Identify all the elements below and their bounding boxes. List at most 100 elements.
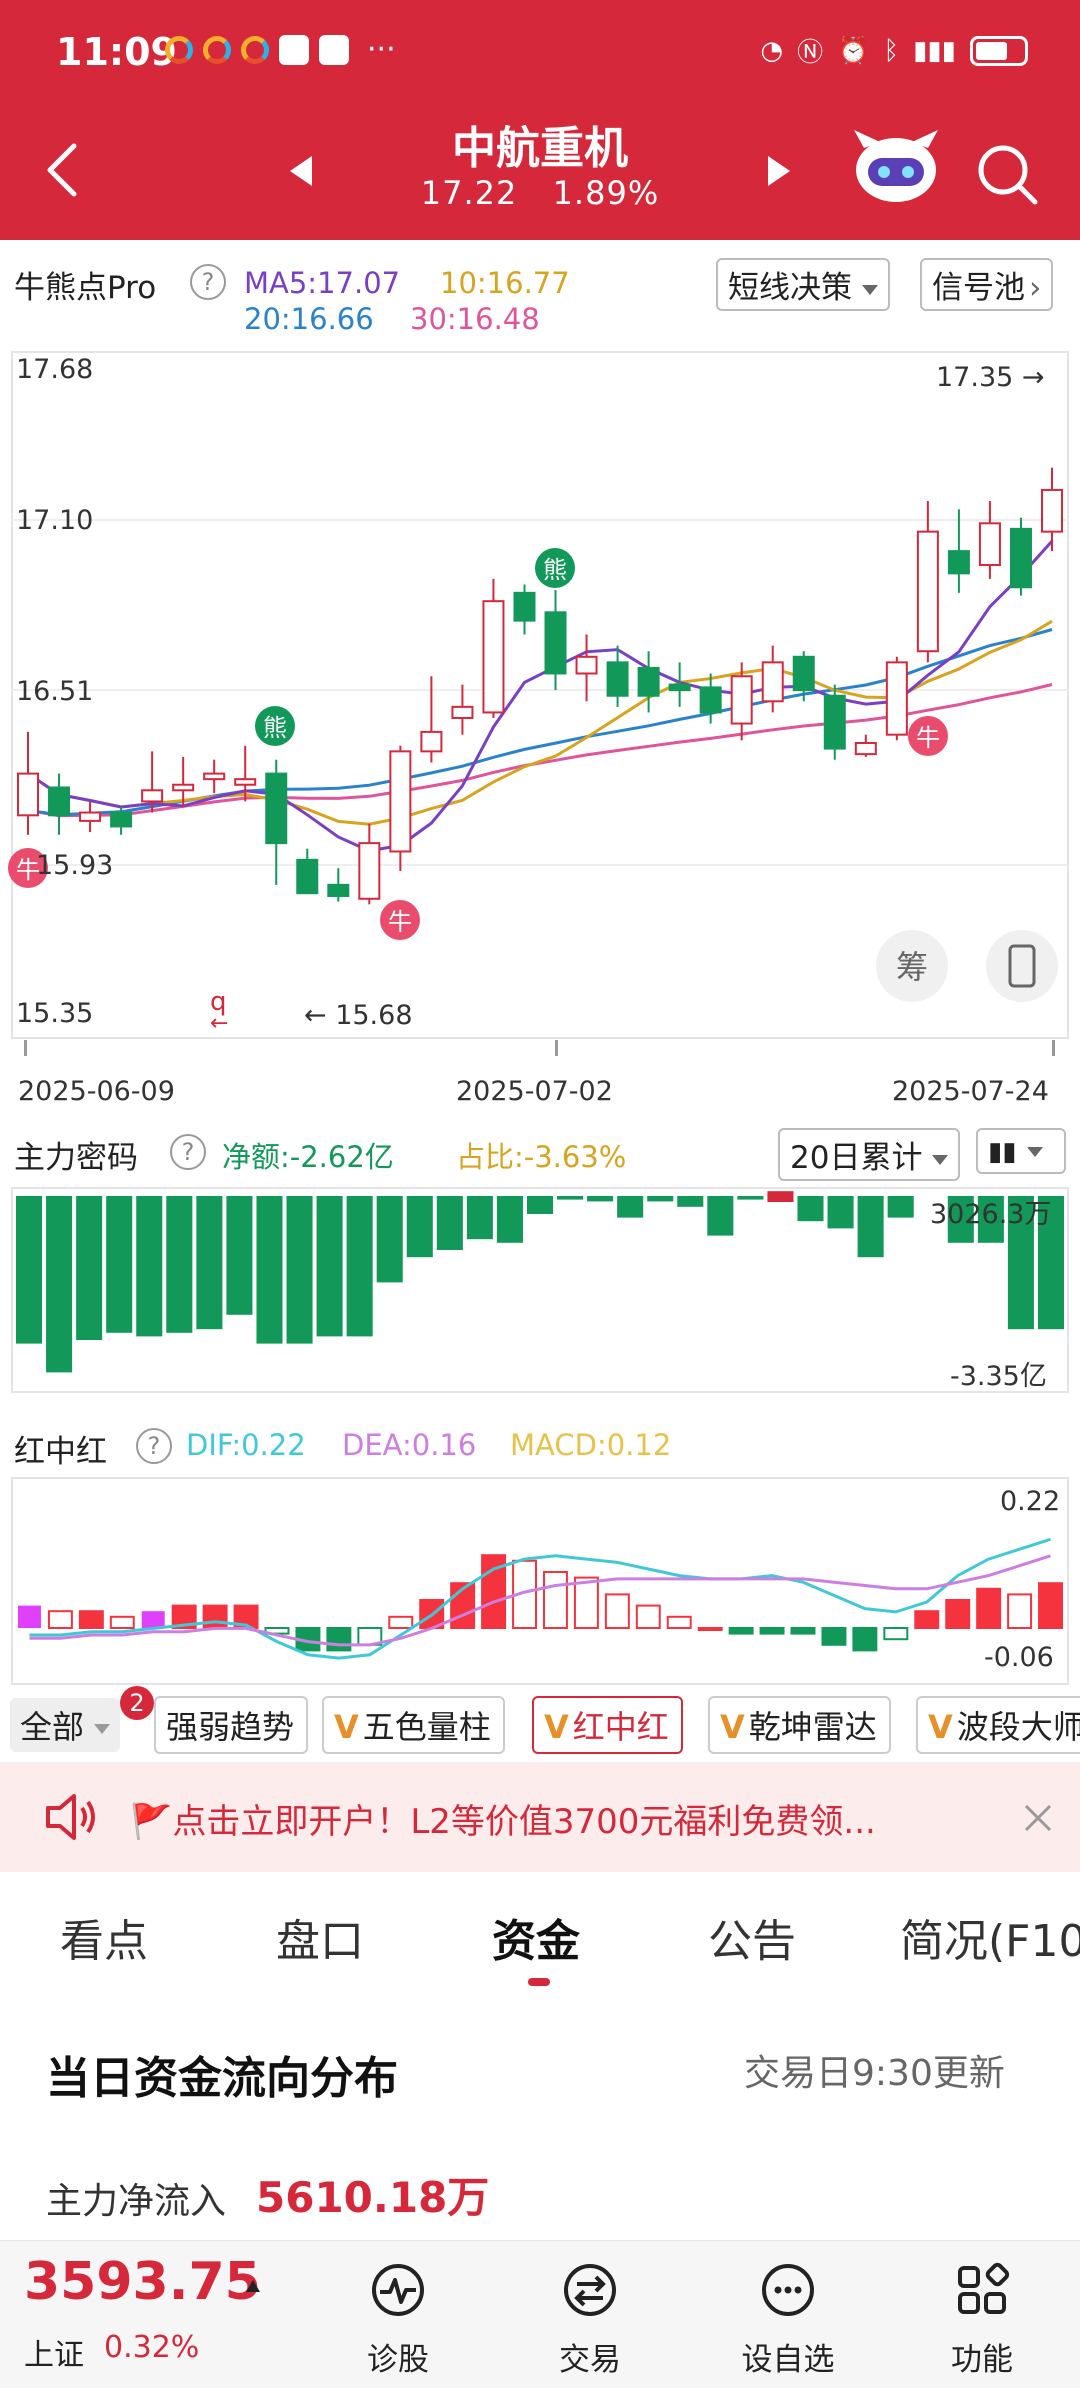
signal-icon: ▮▮▮	[913, 35, 956, 66]
candle-body	[203, 772, 226, 781]
candle-body	[358, 842, 381, 900]
robot-assistant-icon[interactable]	[850, 130, 942, 206]
chart-type-dropdown[interactable]: ▮▮	[976, 1128, 1066, 1174]
add-watchlist-label: 设自选	[741, 2342, 835, 2378]
capital-bar	[557, 1196, 584, 1200]
candle-body	[885, 661, 908, 736]
date-label: 2025-06-09	[18, 1076, 175, 1107]
tab-qiankun-radar[interactable]: V 乾坤雷达	[708, 1696, 891, 1754]
candle-body	[606, 661, 629, 697]
help-icon[interactable]: ?	[190, 264, 226, 300]
macd-bar	[18, 1605, 41, 1628]
trade-button[interactable]: 交易	[530, 2262, 650, 2379]
capital-bar	[737, 1196, 764, 1200]
app-notification-icon	[241, 35, 269, 64]
tab-announcements[interactable]: 公告	[708, 1916, 796, 1967]
last-price-tag: 17.35 →	[936, 362, 1045, 393]
kline-indicator-name[interactable]: 牛熊点Pro	[14, 270, 157, 306]
svg-text:熊: 熊	[543, 556, 567, 584]
search-icon[interactable]	[975, 142, 1039, 206]
axis-tick	[555, 1040, 558, 1056]
capital-indicator-name[interactable]: 主力密码	[14, 1140, 138, 1176]
capital-bar	[977, 1196, 1004, 1243]
macd-bar	[759, 1627, 785, 1635]
capital-bar	[76, 1196, 103, 1340]
macd-bar	[573, 1576, 599, 1629]
capital-bar	[46, 1196, 73, 1373]
capital-bar	[376, 1196, 403, 1283]
tab-strength-trend[interactable]: 强弱趋势	[154, 1696, 309, 1754]
capital-bar	[947, 1196, 974, 1243]
index-change: 0.32%	[104, 2330, 200, 2365]
ma30-value: 30:16.48	[410, 302, 540, 336]
tab-highlights[interactable]: 看点	[60, 1916, 148, 1967]
back-arrow-icon[interactable]	[40, 140, 90, 200]
macd-bar	[543, 1571, 568, 1629]
candle-body	[17, 772, 39, 817]
candle-body	[730, 675, 753, 725]
y-label: 17.10	[16, 505, 94, 536]
stock-quote: 17.22 1.89%	[0, 174, 1080, 212]
ma20-value: 20:16.66	[244, 302, 374, 336]
bluetooth-icon: ᛒ	[883, 35, 900, 66]
moving-average-lines	[27, 540, 1054, 853]
status-more: ···	[367, 32, 396, 67]
app-notification-icon	[203, 35, 231, 64]
dea-value: DEA:0.16	[342, 1428, 477, 1462]
status-time: 11:09	[56, 30, 177, 74]
functions-label: 功能	[951, 2342, 1013, 2378]
functions-button[interactable]: 功能	[922, 2262, 1042, 2379]
y-label: 16.51	[16, 676, 94, 707]
kline-chart[interactable]: 牛 熊 牛 熊 牛 筹 q ←	[0, 350, 1080, 1050]
chip-distribution-button[interactable]: 筹	[876, 930, 948, 1002]
ma5-line	[27, 540, 1054, 853]
macd-bar	[78, 1610, 104, 1629]
ma5-value: MA5:17.07	[244, 266, 401, 300]
decision-dropdown[interactable]: 短线决策	[716, 258, 890, 311]
capital-bar	[166, 1196, 193, 1333]
capital-bar	[797, 1196, 824, 1222]
period-dropdown[interactable]: 20日累计	[778, 1128, 961, 1181]
help-icon[interactable]: ?	[170, 1134, 206, 1170]
previous-stock-button[interactable]	[290, 156, 312, 186]
tab-capital[interactable]: 资金	[492, 1916, 580, 1967]
diagnose-button[interactable]: 诊股	[338, 2262, 458, 2379]
close-icon[interactable]	[1022, 1802, 1054, 1834]
tab-red-middle-red[interactable]: V 红中红	[532, 1696, 683, 1754]
help-icon[interactable]: ?	[136, 1428, 172, 1464]
capital-top-label: 3026.3万	[930, 1199, 1052, 1230]
candle-body	[1009, 527, 1032, 589]
bear-signal-marker: 熊	[535, 548, 575, 588]
add-watchlist-button[interactable]: 设自选	[728, 2262, 848, 2379]
capital-bar	[827, 1196, 854, 1229]
fund-flow-update-time: 交易日9:30更新	[744, 2053, 1005, 2094]
decision-label: 短线决策	[728, 270, 852, 306]
grid-icon	[958, 2262, 1010, 2314]
rotate-screen-button[interactable]	[986, 930, 1058, 1002]
macd-bottom-label: -0.06	[984, 1642, 1054, 1673]
left-arrow-icon: ←	[210, 1011, 228, 1036]
tab-five-color-volume[interactable]: V 五色量柱	[322, 1696, 505, 1754]
bull-signal-marker: 牛	[380, 900, 420, 940]
signal-pool-button[interactable]: 信号池 ›	[920, 258, 1054, 311]
candle-body	[327, 883, 350, 897]
candle-body	[637, 666, 660, 697]
bottom-toolbar	[0, 2240, 1080, 2388]
macd-indicator-name[interactable]: 红中红	[14, 1434, 107, 1470]
capital-bar	[496, 1196, 523, 1243]
index-value[interactable]: 3593.75	[24, 2252, 261, 2312]
all-indicators-dropdown[interactable]: 全部	[10, 1698, 121, 1752]
svg-text:牛: 牛	[388, 908, 412, 936]
speed-icon: ◔	[760, 35, 784, 66]
bull-signal-marker: 牛	[8, 848, 48, 888]
tab-quote[interactable]: 盘口	[276, 1916, 364, 1967]
next-stock-button[interactable]	[768, 156, 790, 186]
main-inflow-label: 主力净流入	[46, 2181, 227, 2222]
candle-body	[544, 611, 567, 675]
promo-banner[interactable]: 🚩点击立即开户！L2等价值3700元福利免费领...	[0, 1762, 1080, 1872]
tab-profile[interactable]: 简况(F10)	[900, 1916, 1080, 1967]
capital-bar	[286, 1196, 313, 1344]
tab-wave-master[interactable]: V 波段大师	[916, 1696, 1080, 1754]
axis-tick	[24, 1040, 27, 1056]
capital-bar	[106, 1196, 133, 1333]
